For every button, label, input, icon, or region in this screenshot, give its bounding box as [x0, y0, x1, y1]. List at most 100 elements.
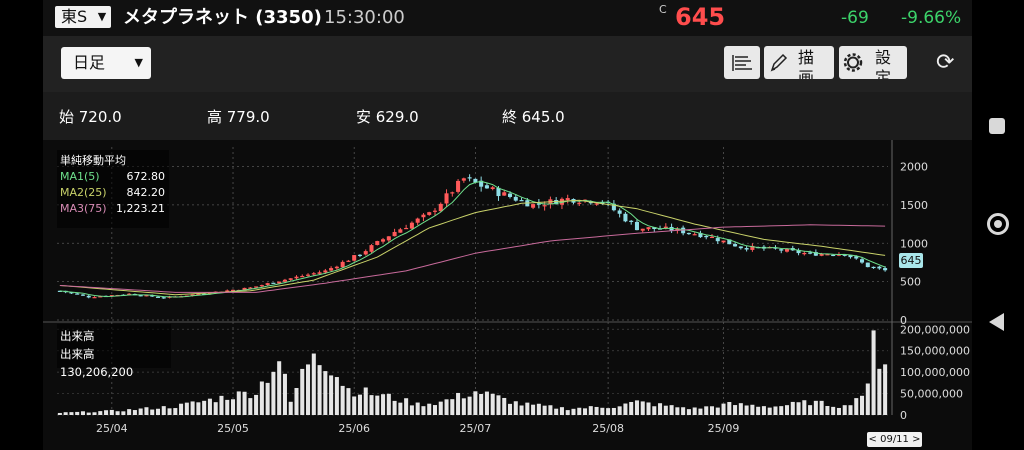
volume-bar: [842, 405, 847, 415]
volume-bar: [317, 365, 322, 415]
ma2-label: MA2(25): [60, 186, 107, 199]
candle-body: [565, 198, 570, 201]
candle-body: [825, 254, 830, 256]
volume-bar: [784, 405, 790, 415]
volume-bar: [404, 398, 409, 415]
candle-body: [144, 295, 149, 297]
volume-bar: [219, 395, 224, 415]
chart-toolbar: 日足 ▼ 描画 設定 ⟳: [43, 36, 972, 92]
candle-body: [542, 205, 547, 207]
volume-bar: [254, 394, 259, 415]
price-change: -69: [841, 8, 869, 28]
home-icon[interactable]: [987, 213, 1009, 235]
recent-apps-icon[interactable]: [989, 118, 1005, 134]
candle-body: [161, 297, 166, 299]
volume-bar: [277, 361, 282, 415]
candle-body: [363, 251, 368, 255]
candle-body: [259, 285, 264, 287]
volume-bar: [381, 394, 386, 415]
volume-bar: [502, 397, 507, 415]
volume-bar: [883, 364, 888, 415]
candle-body: [577, 202, 582, 204]
volume-bar: [583, 408, 588, 415]
volume-bar: [531, 404, 536, 415]
current-price-tag: 645: [899, 253, 923, 268]
price-tick-label: 2000: [900, 161, 928, 174]
candle-body: [254, 286, 259, 288]
candle-body: [352, 255, 357, 261]
draw-button[interactable]: 描画: [764, 46, 834, 79]
indicator-list-button[interactable]: [724, 46, 760, 79]
back-icon[interactable]: [989, 313, 1004, 331]
volume-bar: [767, 407, 772, 415]
ohlc-open: 始 720.0: [59, 108, 122, 126]
chart-background: [43, 140, 972, 450]
candle-body: [357, 254, 362, 256]
ma2-line: [59, 199, 886, 296]
settings-button-label: 設定: [875, 48, 898, 79]
date-tick-label: 25/06: [338, 422, 370, 435]
candle-body: [225, 290, 230, 292]
volume-bar: [808, 405, 813, 415]
candle-body: [75, 293, 80, 295]
volume-bar: [421, 406, 426, 415]
volume-bar: [444, 399, 449, 415]
volume-bar: [854, 398, 859, 415]
candle-body: [629, 220, 634, 222]
volume-bar: [456, 392, 461, 415]
settings-button[interactable]: 設定: [839, 46, 907, 79]
ma1-label: MA1(5): [60, 170, 100, 183]
volume-bar: [790, 401, 795, 415]
volume-bar: [819, 400, 824, 415]
volume-bar: [115, 411, 120, 415]
candle-body: [796, 249, 801, 254]
candle-body: [750, 245, 755, 250]
volume-bar: [738, 403, 743, 415]
candle-body: [813, 252, 818, 256]
price-volume-chart[interactable]: 0 500 1000 1500 2000 0 50,000,000 100,000,000 15…: [43, 140, 972, 450]
volume-bar: [507, 403, 513, 415]
candle-body: [594, 203, 599, 205]
period-select[interactable]: 日足 ▼: [61, 47, 151, 79]
volume-bar: [69, 412, 74, 415]
ohlc-close: 終 645.0: [502, 108, 565, 126]
ohlc-high: 高 779.0: [207, 108, 270, 126]
volume-bar: [167, 408, 172, 415]
volume-bar: [467, 396, 472, 415]
volume-tick-label: 200,000,000: [900, 323, 970, 336]
price-tick-label: 500: [900, 276, 921, 289]
candle-body: [860, 259, 865, 263]
candle-body: [854, 256, 859, 259]
ma3-label: MA3(75): [60, 202, 107, 215]
candle-body: [513, 196, 518, 201]
candle-body: [617, 210, 622, 214]
volume-bar: [490, 393, 495, 415]
candle-body: [715, 238, 720, 242]
volume-bar: [611, 407, 616, 415]
volume-bar: [761, 406, 766, 415]
volume-bar: [577, 407, 582, 415]
candle-body: [300, 275, 305, 278]
candle-body: [282, 279, 287, 282]
reload-icon[interactable]: ⟳: [936, 50, 955, 75]
market-select[interactable]: 東S ▼: [55, 6, 112, 28]
candle-body: [317, 272, 322, 274]
volume-bar: [871, 330, 876, 415]
candle-body: [109, 295, 114, 297]
volume-bar: [259, 381, 264, 415]
candle-body: [334, 266, 339, 269]
cursor-date-tag[interactable]: < 09/11 >: [867, 432, 922, 447]
volume-tick-label: 0: [900, 409, 907, 422]
volume-bar: [675, 407, 680, 415]
candle-body: [808, 252, 813, 254]
volume-bar: [606, 408, 611, 415]
candle-body: [329, 268, 334, 271]
candle-body: [98, 296, 103, 298]
candle-body: [531, 204, 536, 208]
volume-bar: [513, 401, 518, 415]
volume-bar: [831, 406, 836, 415]
volume-bar: [357, 394, 362, 415]
volume-bar: [484, 391, 489, 415]
candle-body: [138, 295, 143, 297]
volume-bar: [836, 407, 841, 415]
